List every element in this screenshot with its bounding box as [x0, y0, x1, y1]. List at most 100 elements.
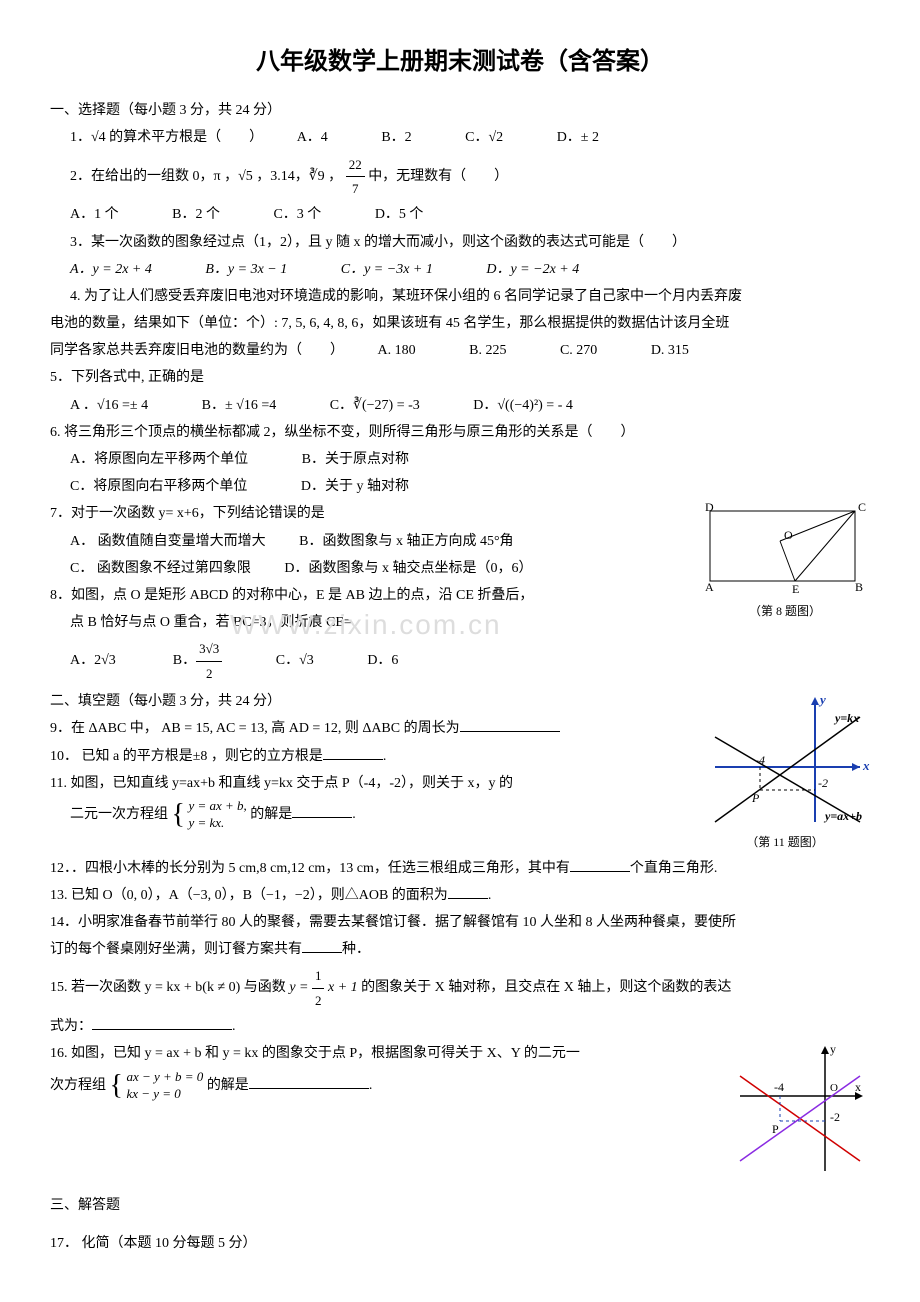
svg-text:-4: -4 — [774, 1080, 784, 1094]
svg-text:-2: -2 — [818, 776, 828, 790]
question-8-line2: 点 B 恰好与点 O 重合，若 BC=3，则折痕 CE= — [50, 610, 870, 635]
svg-text:B: B — [855, 580, 863, 594]
q8-opt-c: C．√3 — [276, 653, 314, 668]
q2-opt-d: D．5 个 — [375, 207, 424, 222]
q8-options: A．2√3 B．3√32 C．√3 D．6 — [50, 637, 870, 685]
q12-a: 12．．四根小木棒的长分别为 5 cm,8 cm,12 cm，13 cm，任选三… — [50, 861, 570, 876]
q10-dot: . — [383, 749, 387, 764]
svg-text:C: C — [858, 501, 866, 514]
question-4-line3: 同学各家总共丢弃废旧电池的数量约为（ ） A. 180 B. 225 C. 27… — [50, 338, 870, 363]
q15-a: 15. 若一次函数 y = kx + b(k ≠ 0) 与函数 — [50, 981, 289, 996]
q11-system: y = ax + b, y = kx. — [188, 798, 246, 832]
q3-opt-c: C．y = −3x + 1 — [341, 262, 433, 277]
svg-text:x: x — [855, 1080, 861, 1094]
question-3: 3．某一次函数的图象经过点（1，2），且 y 随 x 的增大而减小，则这个函数的… — [50, 230, 870, 255]
q4-opt-d: D. 315 — [651, 343, 689, 358]
q6-opt-c: C．将原图向右平移两个单位 — [70, 479, 247, 494]
q14-c: 种． — [342, 942, 370, 957]
figure-q8: D C A B E O （第 8 题图） — [700, 501, 870, 623]
svg-text:y: y — [818, 692, 826, 707]
question-1: 1．√4 的算术平方根是（ ） A．4 B．2 C．√2 D．± 2 — [50, 125, 870, 150]
q6-opt-d: D．关于 y 轴对称 — [301, 479, 409, 494]
fraction-22-7: 227 — [346, 153, 365, 201]
q9-text: 9．在 ΔABC 中， AB = 15, AC = 13, 高 AD = 12,… — [50, 721, 460, 736]
page-title: 八年级数学上册期末测试卷（含答案） — [50, 40, 870, 83]
q12-b: 个直角三角形. — [630, 861, 718, 876]
q2-opt-b: B．2 个 — [172, 207, 220, 222]
q11-d: . — [352, 807, 356, 822]
q3-opt-d: D．y = −2x + 4 — [486, 262, 579, 277]
svg-text:y=kx: y=kx — [833, 711, 859, 725]
svg-text:y: y — [830, 1042, 836, 1056]
q11-b: 二元一次方程组 — [70, 807, 168, 822]
q16-sys2: kx − y = 0 — [126, 1086, 203, 1103]
q1-opt-b: B．2 — [381, 130, 411, 145]
q1-stem: 1．√4 的算术平方根是（ ） — [70, 130, 263, 145]
svg-text:-4: -4 — [755, 753, 765, 767]
q16-c: 的解是 — [207, 1078, 249, 1093]
svg-text:O: O — [784, 528, 793, 542]
q8-opt-b: B．3√32 — [173, 653, 222, 668]
question-14-line1: 14．小明家准备春节前举行 80 人的聚餐，需要去某餐馆订餐．据了解餐馆有 10… — [50, 910, 870, 935]
q2-opt-c: C．3 个 — [273, 207, 321, 222]
q7-opt-d: D．函数图象与 x 轴交点坐标是（0，6） — [284, 561, 532, 576]
q16-d: . — [369, 1078, 373, 1093]
q11-c: 的解是 — [250, 807, 292, 822]
q5-opt-c: C．∛(−27) = -3 — [330, 398, 420, 413]
svg-text:A: A — [705, 580, 714, 594]
svg-text:O: O — [830, 1082, 838, 1094]
q2-stem-a: 2．在给出的一组数 0，π ，√5 ，3.14，∛9 ， — [70, 169, 342, 184]
question-12: 12．．四根小木棒的长分别为 5 cm,8 cm,12 cm，13 cm，任选三… — [50, 856, 870, 881]
q15-c: 式为： — [50, 1019, 92, 1034]
q3-opt-a: A．y = 2x + 4 — [70, 262, 152, 277]
svg-text:D: D — [705, 501, 714, 514]
question-4-line1: 4. 为了让人们感受丢弃废旧电池对环境造成的影响，某班环保小组的 6 名同学记录… — [50, 284, 870, 309]
figure-q11: x y -4 -2 P y=kx y=ax+b （第 11 题图） — [700, 692, 870, 854]
question-14-line2: 订的每个餐桌刚好坐满，则订餐方案共有种． — [50, 937, 870, 962]
q1-opt-a: A．4 — [297, 130, 328, 145]
q1-opt-c: C．√2 — [465, 130, 503, 145]
section-1-heading: 一、选择题（每小题 3 分，共 24 分） — [50, 98, 870, 123]
q3-opt-b: B．y = 3x − 1 — [205, 262, 287, 277]
question-6: 6. 将三角形三个顶点的横坐标都减 2，纵坐标不变，则所得三角形与原三角形的关系… — [50, 420, 870, 445]
q5-opt-d: D．√((−4)²) = - 4 — [473, 398, 573, 413]
q15-b: 的图象关于 X 轴对称，且交点在 X 轴上，则这个函数的表达 — [361, 981, 731, 996]
q6-opt-a: A．将原图向左平移两个单位 — [70, 452, 248, 467]
q16-sys1: ax − y + b = 0 — [126, 1069, 203, 1086]
q16-b: 次方程组 — [50, 1078, 106, 1093]
question-17: 17． 化简（本题 10 分每题 5 分） — [50, 1231, 870, 1256]
q5-options: A ．√16 =± 4 B．± √16 =4 C．∛(−27) = -3 D．√… — [50, 393, 870, 418]
q3-options: A．y = 2x + 4 B．y = 3x − 1 C．y = −3x + 1 … — [50, 257, 870, 282]
q6-options-row1: A．将原图向左平移两个单位 B．关于原点对称 — [50, 447, 870, 472]
q2-options: A．1 个 B．2 个 C．3 个 D．5 个 — [50, 202, 870, 227]
q8-opt-d: D．6 — [367, 653, 398, 668]
q2-stem-b: 中，无理数有（ ） — [368, 169, 508, 184]
q7-opt-b: B．函数图象与 x 轴正方向成 45°角 — [299, 534, 513, 549]
q4-stem3: 同学各家总共丢弃废旧电池的数量约为（ ） — [50, 343, 344, 358]
q8-opt-a: A．2√3 — [70, 653, 116, 668]
q11-sys2: y = kx. — [188, 815, 246, 832]
q6-opt-b: B．关于原点对称 — [302, 452, 409, 467]
svg-text:-2: -2 — [830, 1110, 840, 1124]
svg-text:E: E — [792, 582, 799, 596]
q6-options-row2: C．将原图向右平移两个单位 D．关于 y 轴对称 — [50, 474, 870, 499]
q13-a: 13. 已知 O（0, 0），A（−3, 0），B（−1，−2），则△AOB 的… — [50, 888, 448, 903]
q10-text: 10． 已知 a 的平方根是±8 ，则它的立方根是 — [50, 749, 323, 764]
question-15-line1: 15. 若一次函数 y = kx + b(k ≠ 0) 与函数 y = 12 x… — [50, 964, 870, 1012]
q16-system: ax − y + b = 0 kx − y = 0 — [126, 1069, 203, 1103]
q13-b: . — [488, 888, 492, 903]
q4-opt-b: B. 225 — [469, 343, 506, 358]
question-2: 2．在给出的一组数 0，π ，√5 ，3.14，∛9 ， 227 中，无理数有（… — [50, 153, 870, 201]
svg-text:y=ax+b: y=ax+b — [823, 809, 862, 823]
figure-q11-caption: （第 11 题图） — [700, 832, 870, 854]
q7-opt-a: A． 函数值随自变量增大而增大 — [70, 534, 266, 549]
figure-q16: -4 -2 P O x y — [730, 1041, 870, 1181]
q4-opt-a: A. 180 — [378, 343, 416, 358]
q5-opt-b: B．± √16 =4 — [202, 398, 277, 413]
q5-opt-a: A ．√16 =± 4 — [70, 398, 148, 413]
q15-d: . — [232, 1019, 236, 1034]
question-13: 13. 已知 O（0, 0），A（−3, 0），B（−1，−2），则△AOB 的… — [50, 883, 870, 908]
q11-sys1: y = ax + b, — [188, 798, 246, 815]
svg-text:P: P — [772, 1122, 779, 1136]
q1-opt-d: D．± 2 — [557, 130, 599, 145]
